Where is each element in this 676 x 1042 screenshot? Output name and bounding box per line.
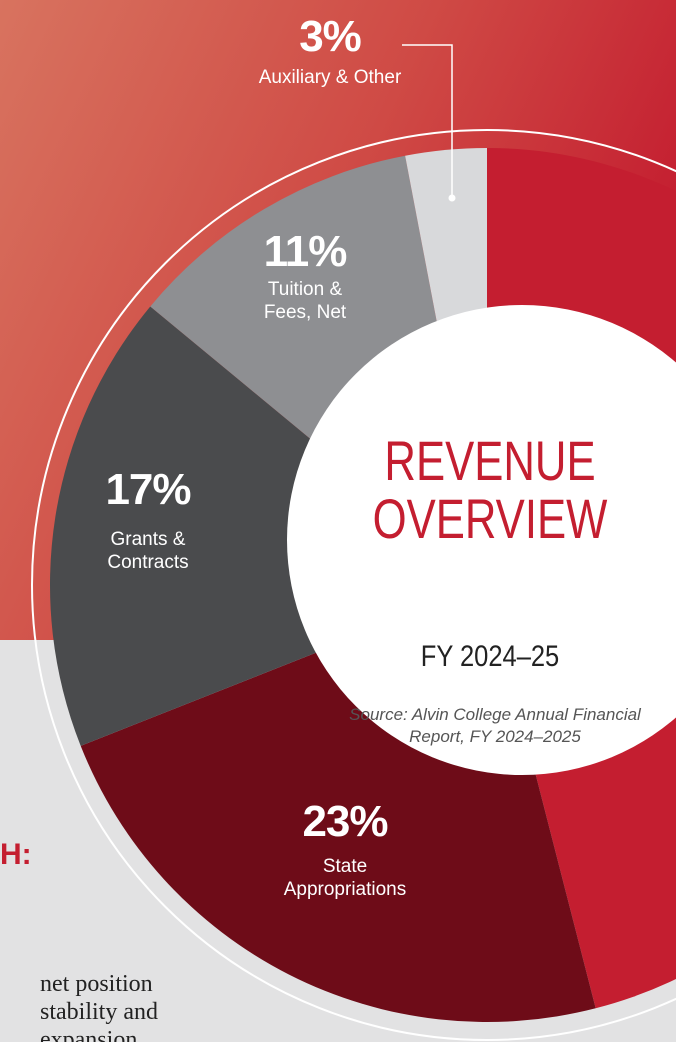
body-text: net position stability and expansion: [40, 970, 158, 1042]
chart-subtitle: FY 2024–25: [420, 640, 560, 673]
body-line: net position: [40, 971, 153, 997]
chart-title: REVENUE OVERVIEW: [372, 429, 608, 550]
data-label: 17%: [105, 465, 191, 514]
leader-line: [402, 44, 453, 198]
category-label: Grants & Contracts: [107, 529, 189, 573]
body-line: expansion: [40, 1027, 138, 1042]
body-line: stability and: [40, 999, 158, 1025]
source: Source: Alvin College Annual Financial R…: [349, 705, 641, 746]
wedge: [50, 306, 488, 746]
heading-fragment: H:: [0, 838, 32, 871]
data-label: 23%: [302, 797, 388, 846]
leader-dot: [448, 194, 456, 202]
outer-ring: [31, 129, 676, 1041]
category-label: Tuition & Fees, Net: [263, 279, 347, 323]
category-label: Auxiliary & Other: [258, 67, 402, 88]
category-label: State Appropriations: [283, 856, 407, 900]
data-label: 3%: [299, 12, 362, 61]
data-label: 11%: [263, 227, 348, 276]
center-hole: [287, 305, 676, 775]
